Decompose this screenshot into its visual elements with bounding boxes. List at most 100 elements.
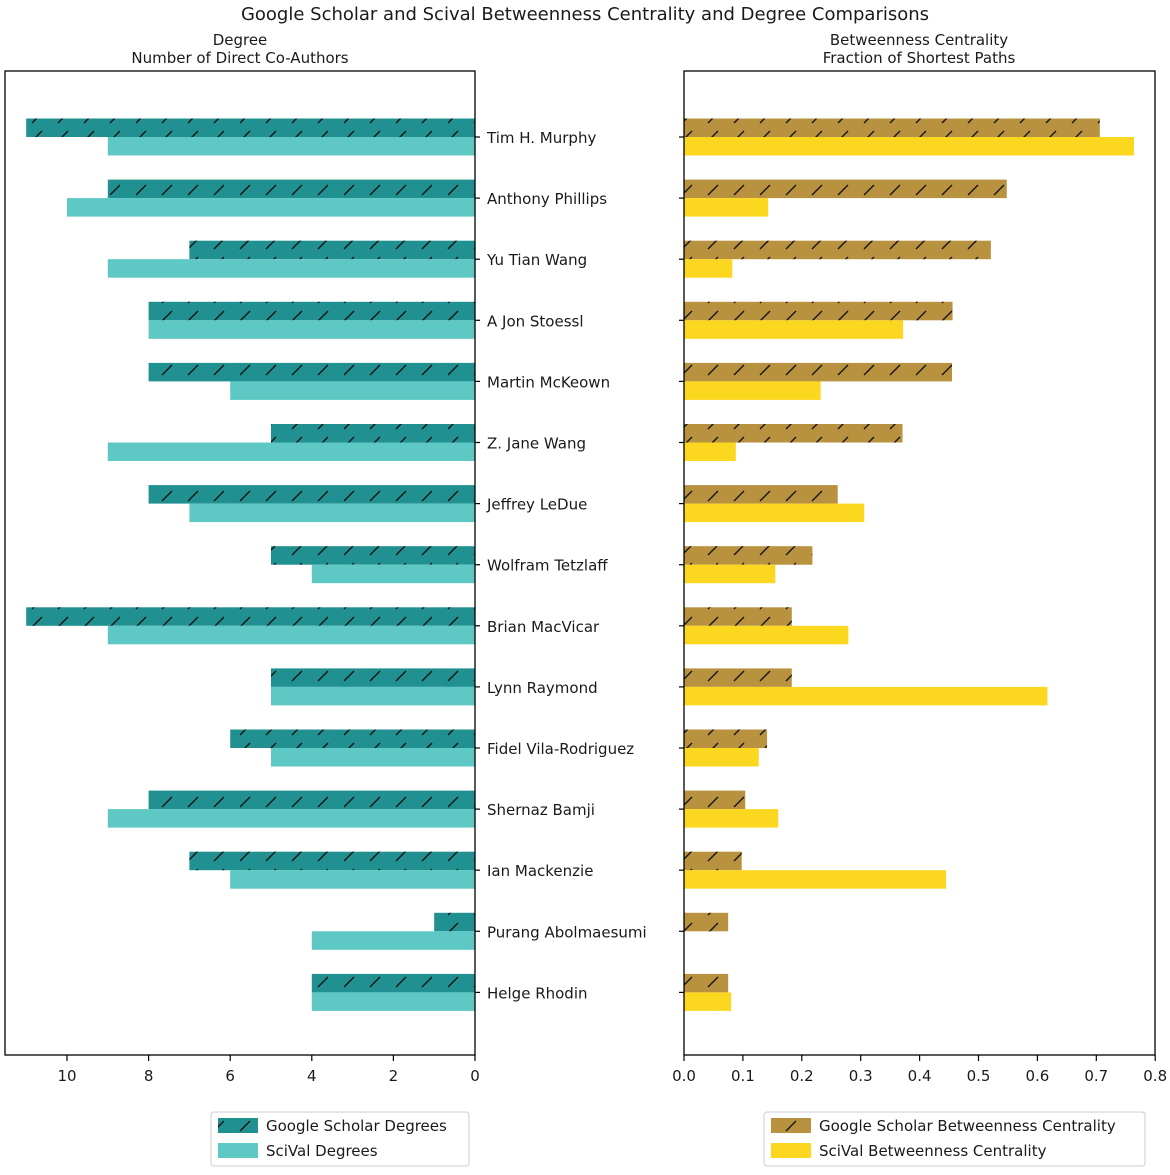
betweenness-legend-box	[763, 1111, 1146, 1167]
google-scholar-degrees-bar-helge-rhodin-hatch	[311, 973, 475, 993]
degree-x-tick-label: 10	[57, 1067, 76, 1085]
google-scholar-degrees-bar-yu-tian-wang-hatch	[189, 240, 475, 260]
category-label-yu-tian-wang: Yu Tian Wang	[486, 251, 587, 269]
category-label-fidel-vila-rodriguez: Fidel Vila-Rodriguez	[487, 740, 634, 758]
google-scholar-betweenness-centrality-bar-lynn-raymond-hatch	[684, 668, 792, 687]
betweenness-x-tick-label: 0.8	[1143, 1067, 1167, 1085]
betweenness-x-tick-label: 0.1	[731, 1067, 755, 1085]
legend-swatch-scival-betweenness	[771, 1143, 811, 1158]
google-scholar-betweenness-centrality-bar-yu-tian-wang-hatch	[684, 240, 991, 260]
google-scholar-betweenness-centrality-bar-purang-abolmaesumi-hatch	[684, 912, 729, 932]
scival-degrees-bar-lynn-raymond	[271, 686, 475, 706]
betweenness-bars	[684, 118, 1134, 1011]
google-scholar-degrees-bar-lynn-raymond-hatch	[271, 668, 475, 687]
scival-betweenness-centrality-bar-a-jon-stoessl	[684, 320, 904, 339]
google-scholar-degrees-bar-anthony-phillips-hatch	[107, 179, 476, 199]
scival-betweenness-centrality-bar-lynn-raymond	[684, 686, 1048, 706]
left-title-line-1: Degree	[213, 31, 268, 49]
scival-betweenness-centrality-bar-jeffrey-ledue	[684, 503, 865, 523]
degree-legend: Google Scholar Degrees SciVal Degrees	[210, 1111, 470, 1167]
scival-betweenness-centrality-bar-helge-rhodin	[684, 992, 732, 1011]
google-scholar-degrees-bar-a-jon-stoessl-hatch	[148, 301, 475, 321]
scival-betweenness-centrality-bar-fidel-vila-rodriguez	[684, 748, 759, 767]
legend-label-gs-betweenness: Google Scholar Betweenness Centrality	[819, 1117, 1116, 1135]
scival-betweenness-centrality-bar-anthony-phillips	[684, 198, 769, 217]
google-scholar-degrees-bar-shernaz-bamji-hatch	[148, 790, 475, 810]
google-scholar-degrees-bar-ian-mackenzie-hatch	[189, 851, 475, 871]
scival-degrees-bar-a-jon-stoessl	[148, 320, 475, 339]
category-label-z-jane-wang: Z. Jane Wang	[487, 435, 586, 453]
google-scholar-betweenness-centrality-bar-shernaz-bamji-hatch	[684, 790, 746, 810]
category-label-a-jon-stoessl: A Jon Stoessl	[487, 312, 584, 330]
legend-swatch-gs-betweenness-hatch	[771, 1118, 811, 1133]
google-scholar-betweenness-centrality-bar-brian-macvicar-hatch	[684, 607, 792, 626]
scival-degrees-bar-brian-macvicar	[107, 625, 476, 645]
betweenness-x-tick-label: 0.2	[790, 1067, 814, 1085]
scival-degrees-bar-helge-rhodin	[311, 992, 475, 1011]
category-label-purang-abolmaesumi: Purang Abolmaesumi	[487, 923, 647, 941]
scival-betweenness-centrality-bar-ian-mackenzie	[684, 870, 947, 889]
right-title-line-1: Betweenness Centrality	[830, 31, 1008, 49]
legend-label-gs-degrees: Google Scholar Degrees	[266, 1117, 447, 1135]
google-scholar-degrees-bar-fidel-vila-rodriguez-hatch	[230, 729, 475, 748]
google-scholar-degrees-bar-purang-abolmaesumi-hatch	[434, 912, 475, 932]
betweenness-legend: Google Scholar Betweenness Centrality Sc…	[763, 1111, 1146, 1167]
scival-degrees-bar-yu-tian-wang	[107, 259, 476, 278]
legend-swatch-gs-degrees-hatch	[218, 1118, 258, 1133]
google-scholar-betweenness-centrality-bar-tim-h-murphy-hatch	[684, 118, 1100, 137]
scival-degrees-bar-purang-abolmaesumi	[311, 931, 475, 950]
scival-betweenness-centrality-bar-z-jane-wang	[684, 442, 736, 461]
scival-degrees-bar-z-jane-wang	[107, 442, 476, 461]
legend-label-scival-betweenness: SciVal Betweenness Centrality	[819, 1142, 1047, 1160]
category-label-ian-mackenzie: Ian Mackenzie	[487, 862, 593, 880]
scival-degrees-bar-shernaz-bamji	[107, 809, 476, 828]
google-scholar-degrees-bar-wolfram-tetzlaff-hatch	[271, 546, 475, 565]
degree-legend-box	[210, 1111, 470, 1167]
left-title-line-2: Number of Direct Co-Authors	[131, 49, 348, 67]
scival-degrees-bar-anthony-phillips	[67, 198, 475, 217]
degree-axes-frame	[4, 70, 476, 1056]
category-label-tim-h-murphy: Tim H. Murphy	[486, 129, 596, 147]
scival-betweenness-centrality-bar-shernaz-bamji	[684, 809, 779, 828]
degree-bars	[26, 118, 476, 1011]
scival-betweenness-centrality-bar-wolfram-tetzlaff	[684, 564, 776, 584]
google-scholar-betweenness-centrality-bar-anthony-phillips-hatch	[684, 179, 1007, 199]
google-scholar-betweenness-centrality-bar-martin-mckeown-hatch	[684, 362, 952, 382]
scival-betweenness-centrality-bar-martin-mckeown	[684, 381, 821, 400]
google-scholar-degrees-bar-tim-h-murphy-hatch	[26, 118, 475, 137]
google-scholar-degrees-bar-martin-mckeown-hatch	[148, 362, 475, 382]
betweenness-x-tick-label: 0.5	[967, 1067, 991, 1085]
google-scholar-betweenness-centrality-bar-jeffrey-ledue-hatch	[684, 485, 838, 504]
google-scholar-betweenness-centrality-bar-helge-rhodin-hatch	[684, 973, 729, 993]
degree-x-tick-label: 6	[225, 1067, 235, 1085]
scival-degrees-bar-ian-mackenzie	[230, 870, 475, 889]
scival-betweenness-centrality-bar-brian-macvicar	[684, 625, 849, 645]
betweenness-x-axis: 0.0 0.1 0.2 0.3 0.4 0.5 0.6 0.7 0.8	[672, 1055, 1167, 1085]
degree-x-tick-label: 2	[389, 1067, 399, 1085]
category-label-helge-rhodin: Helge Rhodin	[487, 984, 588, 1002]
right-title-line-2: Fraction of Shortest Paths	[823, 49, 1016, 67]
degree-x-tick-label: 4	[307, 1067, 317, 1085]
google-scholar-degrees-bar-z-jane-wang-hatch	[271, 424, 475, 443]
betweenness-x-tick-label: 0.4	[908, 1067, 932, 1085]
category-label-wolfram-tetzlaff: Wolfram Tetzlaff	[487, 557, 608, 575]
category-axis: Tim H. Murphy Anthony Phillips Yu Tian Wan…	[475, 129, 684, 1002]
betweenness-x-tick-label: 0.0	[672, 1067, 696, 1085]
scival-betweenness-centrality-bar-tim-h-murphy	[684, 137, 1134, 156]
legend-label-scival-degrees: SciVal Degrees	[266, 1142, 378, 1160]
degree-x-tick-label: 8	[144, 1067, 154, 1085]
category-label-shernaz-bamji: Shernaz Bamji	[487, 801, 595, 819]
betweenness-x-tick-label: 0.3	[849, 1067, 873, 1085]
google-scholar-betweenness-centrality-bar-wolfram-tetzlaff-hatch	[684, 546, 813, 565]
google-scholar-degrees-bar-jeffrey-ledue-hatch	[148, 485, 475, 504]
category-label-lynn-raymond: Lynn Raymond	[487, 679, 598, 697]
category-label-brian-macvicar: Brian MacVicar	[487, 618, 600, 636]
google-scholar-betweenness-centrality-bar-z-jane-wang-hatch	[684, 424, 903, 443]
google-scholar-betweenness-centrality-bar-ian-mackenzie-hatch	[684, 851, 742, 871]
betweenness-x-tick-label: 0.7	[1084, 1067, 1108, 1085]
betweenness-x-tick-label: 0.6	[1025, 1067, 1049, 1085]
google-scholar-betweenness-centrality-bar-a-jon-stoessl-hatch	[684, 301, 953, 321]
degree-x-axis: 10 8 6 4 2 0	[57, 1055, 480, 1085]
figure-title: Google Scholar and Scival Betweenness Ce…	[241, 4, 929, 25]
